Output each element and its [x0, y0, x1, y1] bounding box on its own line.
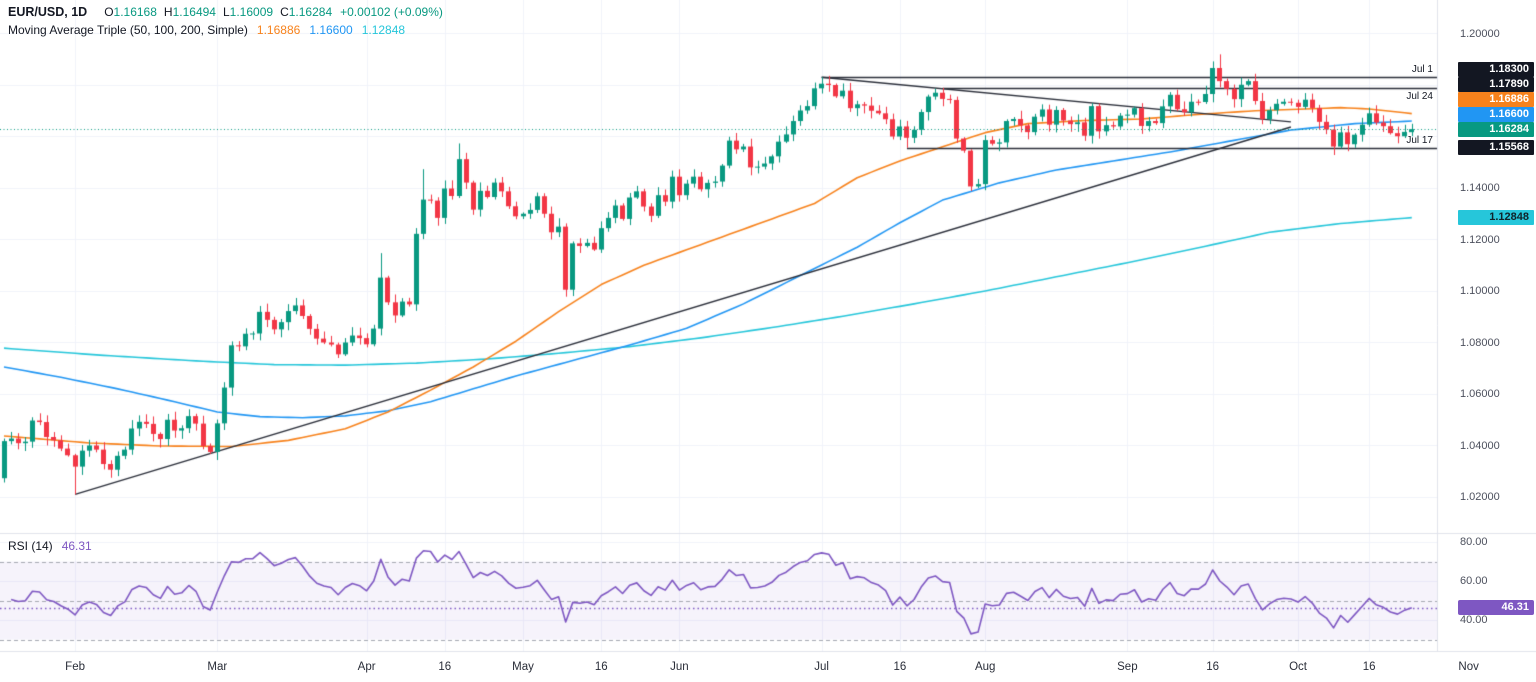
- time-label-feb: Feb: [65, 661, 85, 673]
- time-label-aug: Aug: [974, 661, 996, 673]
- price-badge-1.15568: 1.15568: [1458, 140, 1534, 156]
- low-label: L: [222, 5, 230, 19]
- time-label-16: 16: [1206, 661, 1220, 673]
- open-value: 1.16168: [113, 5, 157, 19]
- price-tick-label: 1.10000: [1460, 285, 1500, 297]
- price-tick-label: 1.20000: [1460, 27, 1500, 40]
- rsi-badge: 46.31: [1458, 600, 1534, 616]
- time-label-16: 16: [594, 661, 608, 673]
- price-tick-label: 1.02000: [1460, 491, 1500, 503]
- ma50-value: 1.16886: [256, 23, 301, 37]
- price-badge-1.16284: 1.16284: [1458, 121, 1534, 137]
- legend-rsi: RSI (14) 46.31: [8, 539, 92, 553]
- time-label-nov: Nov: [1458, 661, 1479, 673]
- time-label-16: 16: [1362, 661, 1376, 673]
- price-badge-1.17890: 1.17890: [1458, 76, 1534, 92]
- price-badge-1.16600: 1.16600: [1458, 106, 1534, 122]
- time-label-16: 16: [438, 661, 452, 673]
- time-label-apr: Apr: [357, 661, 376, 673]
- price-badge-1.16886: 1.16886: [1458, 91, 1534, 107]
- rsi-tick-label: 60.00: [1460, 575, 1488, 587]
- ma200-value: 1.12848: [361, 23, 406, 37]
- annotation-label-jul-1: Jul 1: [1411, 64, 1433, 76]
- open-label: O: [104, 5, 114, 19]
- time-label-16: 16: [893, 661, 907, 673]
- annotation-label-jul-17: Jul 17: [1406, 134, 1433, 146]
- low-value: 1.16009: [229, 5, 274, 19]
- high-label: H: [163, 5, 173, 19]
- time-label-jun: Jun: [670, 661, 689, 673]
- price-badge-1.12848: 1.12848: [1458, 210, 1534, 226]
- rsi-tick-label: 40.00: [1460, 614, 1488, 626]
- legend-main: EUR/USD, 1D O1.16168 H1.16494 L1.16009 C1.16…: [8, 5, 443, 19]
- close-value: 1.16284: [288, 5, 333, 19]
- high-value: 1.16494: [172, 5, 216, 19]
- symbol-title[interactable]: EUR/USD, 1D: [8, 5, 88, 19]
- rsi-indicator-label[interactable]: RSI (14): [8, 539, 53, 553]
- rsi-value: 46.31: [61, 539, 92, 553]
- close-label: C: [280, 5, 289, 19]
- price-tick-label: 1.06000: [1460, 388, 1500, 400]
- price-tick-label: 1.08000: [1460, 336, 1500, 349]
- ma-indicator-label[interactable]: Moving Average Triple (50, 100, 200, Sim…: [8, 23, 248, 37]
- time-label-may: May: [512, 661, 534, 673]
- time-label-jul: Jul: [814, 661, 829, 673]
- annotation-label-jul-24: Jul 24: [1406, 90, 1433, 102]
- price-tick-label: 1.04000: [1460, 439, 1500, 452]
- price-badge-1.18300: 1.18300: [1458, 61, 1534, 77]
- change-value: +0.00102 (+0.09%): [340, 5, 443, 19]
- ma100-value: 1.16600: [309, 23, 353, 37]
- price-tick-label: 1.14000: [1460, 182, 1500, 194]
- rsi-tick-label: 80.00: [1460, 536, 1488, 548]
- time-label-mar: Mar: [207, 661, 228, 673]
- time-label-sep: Sep: [1117, 661, 1138, 673]
- time-label-oct: Oct: [1289, 661, 1307, 673]
- legend-ma: Moving Average Triple (50, 100, 200, Sim…: [8, 23, 405, 37]
- price-tick-label: 1.12000: [1460, 233, 1500, 246]
